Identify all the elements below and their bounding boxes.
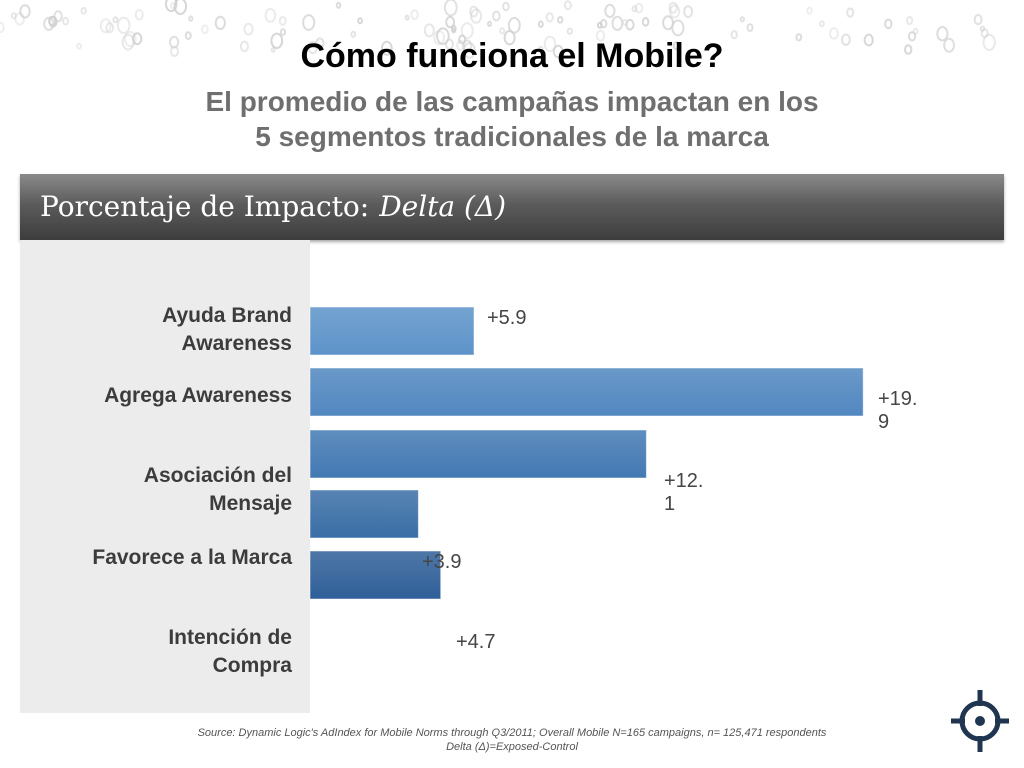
value-label-3: +12. 1	[664, 470, 704, 515]
section-banner: Porcentaje de Impacto: Delta (Δ)	[20, 174, 1004, 240]
source-text: Source: Dynamic Logic's AdIndex for Mobi…	[197, 727, 827, 739]
category-label-3: Asociación del Mensaje	[143, 464, 292, 515]
banner-delta: Delta (Δ)	[379, 190, 507, 223]
bubble-pattern-decoration	[0, 0, 996, 59]
subtitle-line-2: 5 segmentos tradicionales de la marca	[255, 121, 769, 152]
value-label-4: +3.9	[422, 551, 462, 573]
subtitle-line-1: El promedio de las campañas impactan en …	[205, 86, 819, 117]
delta-definition: Delta (Δ)=Exposed-Control	[446, 741, 578, 753]
bar-1	[309, 306, 475, 356]
banner-label: Porcentaje de Impacto:	[40, 190, 370, 223]
category-label-4: Favorece a la Marca	[92, 546, 292, 569]
banner-text: Porcentaje de Impacto: Delta (Δ)	[40, 190, 506, 223]
value-label-2: +19. 9	[878, 388, 918, 433]
page-title: Cómo funciona el Mobile?	[300, 37, 724, 75]
bar-4	[309, 489, 419, 539]
category-panel	[20, 240, 310, 713]
page-subtitle: El promedio de las campañas impactan en …	[0, 84, 1024, 154]
category-label-5: Intención de Compra	[168, 626, 292, 677]
category-label-1: Ayuda Brand Awareness	[162, 304, 292, 355]
crosshair-icon	[951, 690, 1009, 752]
value-label-1: +5.9	[487, 307, 527, 329]
category-label-2: Agrega Awareness	[104, 384, 292, 407]
bar-2	[309, 367, 864, 417]
source-note: Source: Dynamic Logic's AdIndex for Mobi…	[0, 726, 1024, 754]
value-label-5: +4.7	[456, 631, 496, 653]
bar-3	[309, 429, 647, 479]
